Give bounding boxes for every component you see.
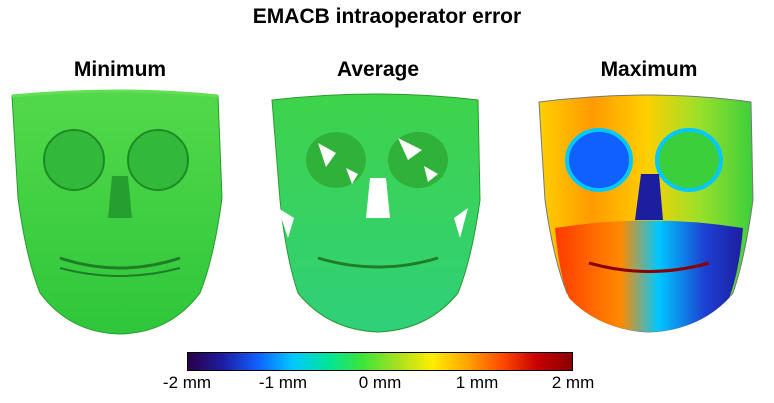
colorbar-tick-label: 2 mm — [551, 373, 595, 392]
skull-surface-icon — [538, 94, 754, 333]
skull-minimum-error — [0, 88, 240, 338]
panel-label-minimum: Minimum — [73, 58, 167, 81]
skull-average-error — [258, 88, 498, 338]
colorbar-tick-label: 0 mm — [358, 373, 402, 392]
colorbar-tick-label: -2 mm — [162, 373, 212, 392]
colorbar-tick-label: 1 mm — [455, 373, 499, 392]
skull-surface-icon — [11, 89, 223, 335]
colorbar-tick-label: -1 mm — [258, 373, 308, 392]
skull-surface-icon — [271, 93, 481, 333]
figure-title: EMACB intraoperator error — [252, 5, 522, 28]
skull-maximum-error — [529, 88, 769, 338]
panel-label-maximum: Maximum — [600, 58, 698, 81]
panel-label-average: Average — [336, 58, 420, 81]
colorbar — [187, 352, 573, 371]
